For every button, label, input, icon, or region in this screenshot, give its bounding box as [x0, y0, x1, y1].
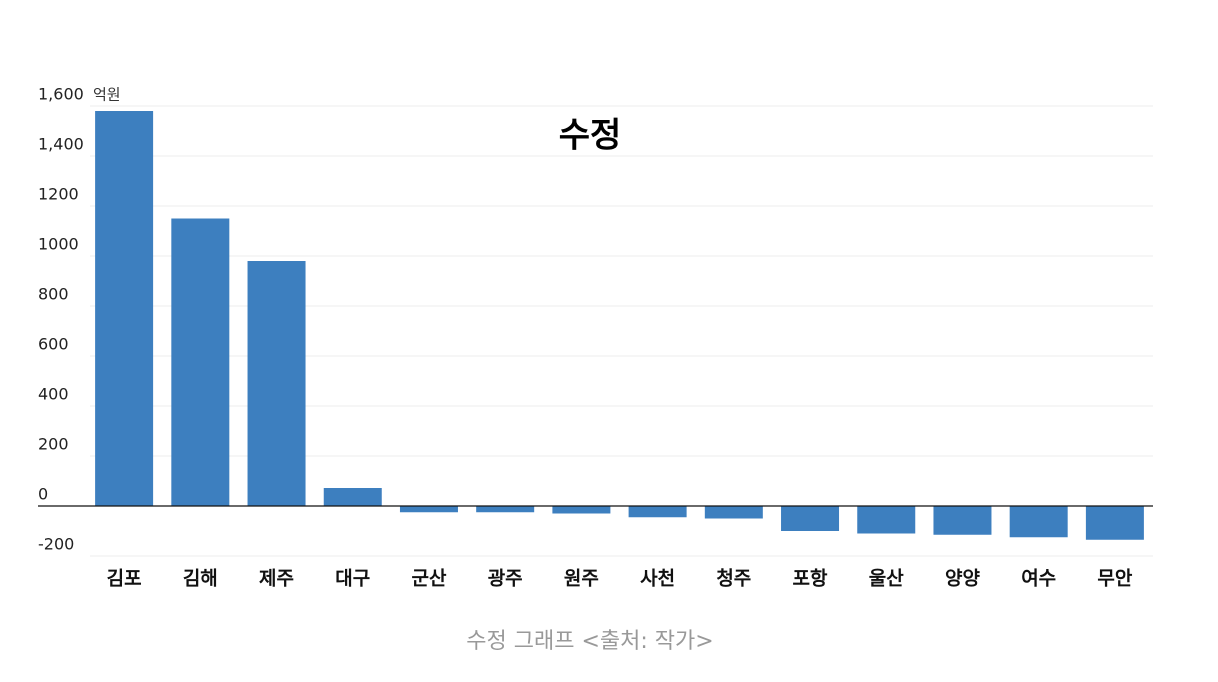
x-tick-label: 광주 — [488, 568, 523, 590]
bar — [171, 218, 230, 506]
y-tick-label: 800 — [38, 285, 69, 304]
x-tick-label: 여수 — [1021, 568, 1056, 590]
bar — [933, 506, 992, 535]
x-tick-label: 군산 — [411, 568, 446, 590]
y-tick-label: 600 — [38, 335, 69, 354]
bar — [323, 488, 382, 506]
x-tick-label: 원주 — [564, 568, 599, 590]
bar — [628, 506, 687, 518]
x-tick-label: 무안 — [1097, 568, 1132, 590]
x-tick-label: 양양 — [945, 568, 980, 590]
y-tick-label: 1000 — [38, 235, 79, 254]
x-tick-label: 울산 — [869, 568, 904, 590]
x-tick-label: 포항 — [793, 568, 828, 590]
y-tick-label: 1200 — [38, 185, 79, 204]
x-tick-label: 대구 — [335, 568, 370, 590]
x-tick-label: 제주 — [259, 568, 294, 590]
bar — [399, 506, 458, 513]
y-unit: 억원 — [93, 86, 121, 104]
y-tick-label: 1,400 — [38, 135, 84, 154]
y-tick-label: 1,600 — [38, 85, 84, 104]
y-tick-label: 200 — [38, 435, 69, 454]
bar — [857, 506, 916, 534]
bar — [1009, 506, 1068, 538]
chart-title: 수정 — [559, 116, 622, 156]
bar — [1085, 506, 1144, 540]
bar — [781, 506, 840, 531]
y-tick-label: -200 — [38, 535, 74, 554]
y-tick-label: 400 — [38, 385, 69, 404]
bar — [95, 111, 154, 506]
x-tick-label: 청주 — [716, 568, 751, 590]
bar — [704, 506, 763, 519]
y-tick-label: 0 — [38, 485, 48, 504]
bar — [476, 506, 535, 513]
x-tick-label: 김포 — [107, 568, 142, 590]
caption: 수정 그래프 <출처: 작가> — [466, 629, 713, 654]
bar — [552, 506, 611, 514]
bar — [247, 261, 306, 506]
x-tick-label: 사천 — [640, 568, 675, 590]
x-tick-label: 김해 — [183, 568, 218, 590]
